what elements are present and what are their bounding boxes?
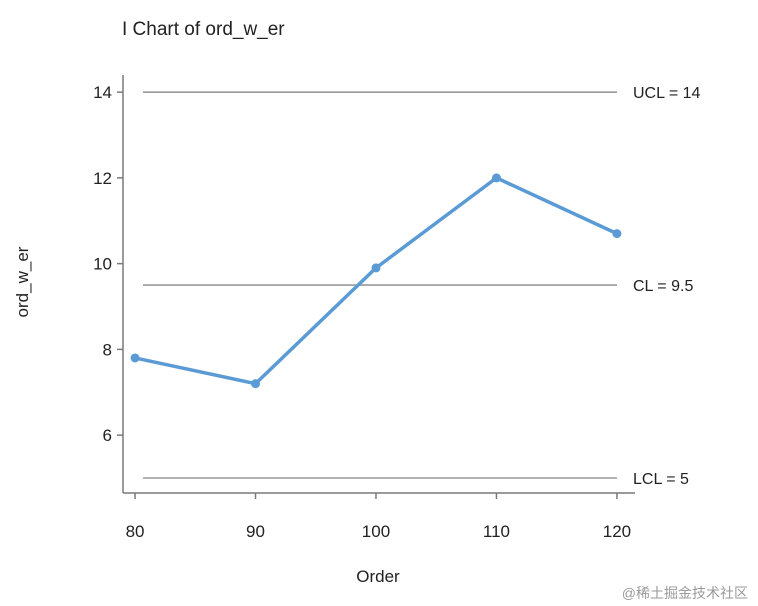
data-point	[491, 173, 501, 183]
watermark: @稀土掘金技术社区	[622, 585, 748, 601]
control-limit-label: UCL = 14	[633, 85, 701, 102]
series-lines	[130, 173, 622, 389]
x-axis-label: Order	[356, 567, 400, 586]
control-limits: UCL = 14 CL = 9.5 LCL = 5	[143, 85, 701, 488]
y-tick-label: 14	[93, 83, 112, 102]
data-point	[612, 229, 622, 239]
x-tick-label: 90	[246, 522, 265, 541]
axes: 6 8 10 12 14 80 90 100 110 120	[93, 75, 635, 541]
y-tick-label: 12	[93, 169, 112, 188]
x-tick-label: 80	[126, 522, 145, 541]
y-axis-label: ord_w_er	[13, 246, 32, 317]
control-limit-label: LCL = 5	[633, 471, 689, 488]
x-tick-label: 100	[362, 522, 390, 541]
x-tick-label: 120	[603, 522, 631, 541]
y-tick-label: 10	[93, 255, 112, 274]
x-tick-label: 110	[483, 522, 510, 541]
control-limit-label: CL = 9.5	[633, 278, 693, 295]
y-tick-label: 6	[103, 426, 112, 445]
chart-title: I Chart of ord_w_er	[122, 19, 285, 40]
series-line	[133, 176, 619, 386]
data-point	[130, 353, 140, 363]
y-tick-label: 8	[103, 340, 112, 359]
data-point	[251, 379, 261, 389]
data-point	[371, 263, 381, 273]
